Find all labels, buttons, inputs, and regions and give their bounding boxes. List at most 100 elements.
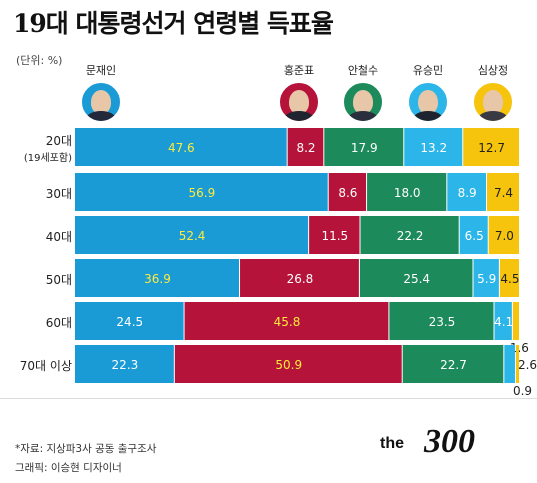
row-label: 20대 (19세포함) (0, 132, 72, 164)
row-label-text: 50대 (45, 273, 72, 287)
unit-label: (단위: %) (16, 54, 63, 67)
bar-value-label: 25.4 (403, 272, 430, 286)
bar-segment (174, 345, 402, 383)
bar-value-label: 52.4 (179, 229, 206, 243)
row-label: 50대 (0, 271, 72, 288)
bar-segment (402, 345, 504, 383)
bar-segment (515, 345, 519, 383)
bar-value-label: 13.2 (420, 141, 447, 155)
bar-value-label: 50.9 (275, 358, 302, 372)
bar-value-label: 12.7 (478, 141, 505, 155)
bar-value-label: 4.5 (500, 272, 519, 286)
bar-segment (367, 173, 447, 211)
bar-segment (494, 302, 512, 340)
bar-segment (499, 259, 519, 297)
logo-big-text: 300 (423, 423, 475, 458)
bar-segment (463, 128, 519, 166)
bar-value-label: 24.5 (116, 315, 143, 329)
candidate-name: 심상정 (477, 64, 509, 77)
row-label-text: 40대 (45, 230, 72, 244)
candidate: 문재인 (71, 62, 131, 124)
row-sublabel: (19세포함) (23, 153, 72, 164)
row-label: 30대 (0, 185, 72, 202)
bar-segment (404, 128, 463, 166)
bar-segment (447, 173, 487, 211)
candidate-photo (79, 80, 123, 124)
bar-value-label: 7.4 (494, 186, 513, 200)
bar-value-label: 22.2 (397, 229, 424, 243)
bar-segment (287, 128, 324, 166)
shirt-shape (348, 111, 378, 121)
bar-value-label: 7.0 (495, 229, 514, 243)
candidate-name: 홍준표 (283, 64, 315, 77)
bar-segment (184, 302, 389, 340)
bar-value-label: 17.9 (351, 141, 378, 155)
bar-value-label: 6.5 (465, 229, 484, 243)
candidate: 홍준표 (269, 62, 329, 124)
bar-value-label: 5.9 (477, 272, 496, 286)
bar-value-label: 22.7 (440, 358, 467, 372)
row-label: 40대 (0, 228, 72, 245)
bar-segment (75, 345, 174, 383)
logo-small-text: the (380, 435, 404, 452)
candidate: 심상정 (463, 62, 523, 124)
bar-value-label: 45.8 (274, 315, 301, 329)
bar-segment (487, 173, 519, 211)
shirt-shape (413, 111, 443, 121)
bar-segment (75, 302, 184, 340)
bar-value-label: 8.2 (296, 141, 315, 155)
shirt-shape (284, 111, 314, 121)
bar-segment (240, 259, 359, 297)
the300-logo: the 300 (380, 423, 475, 458)
bar-value-label: 56.9 (188, 186, 215, 200)
face-shape (418, 90, 438, 114)
bar-segment (328, 173, 367, 211)
face-shape (483, 90, 503, 114)
bar-value-label: 8.6 (338, 186, 357, 200)
divider (0, 398, 537, 399)
row-label-text: 20대 (45, 134, 72, 148)
bar-segment (324, 128, 404, 166)
row-label: 70대 이상 (0, 357, 72, 374)
source-note: *자료: 지상파3사 공동 출구조사 (15, 443, 157, 455)
bar-segment (459, 216, 488, 254)
credit-note: 그래픽: 이승현 디자이너 (15, 462, 122, 474)
candidate-photo (471, 80, 515, 124)
bar-value-label: 8.9 (458, 186, 477, 200)
row-label-text: 70대 이상 (19, 359, 72, 373)
shirt-shape (478, 111, 508, 121)
candidate-photo (341, 80, 385, 124)
face-shape (91, 90, 111, 114)
row-label: 60대 (0, 314, 72, 331)
candidate-name: 유승민 (412, 64, 444, 77)
bar-value-label: 47.6 (168, 141, 195, 155)
row-label-text: 30대 (45, 187, 72, 201)
bar-segment (75, 259, 240, 297)
bar-segment (504, 345, 515, 383)
bar-value-label: 2.6 (518, 358, 537, 372)
shirt-shape (86, 111, 116, 121)
bar-segment (75, 128, 287, 166)
candidate-photo (277, 80, 321, 124)
bar-segment (512, 302, 519, 340)
bar-value-label: 18.0 (394, 186, 421, 200)
bar-segment (473, 259, 499, 297)
row-label-text: 60대 (45, 316, 72, 330)
candidate-photo (406, 80, 450, 124)
stacked-bar-chart: 47.6 8.2 17.9 13.2 12.7 56.9 8.6 18.0 8.9 7.4 52.4… (75, 128, 537, 398)
candidate-name: 안철수 (347, 64, 379, 77)
bar-value-label: 26.8 (287, 272, 314, 286)
bar-segment (360, 216, 459, 254)
bar-segment (389, 302, 494, 340)
candidate: 유승민 (398, 62, 458, 124)
bar-segment (75, 173, 328, 211)
face-shape (353, 90, 373, 114)
bar-segment (309, 216, 360, 254)
face-shape (289, 90, 309, 114)
chart-title: 19대 대통령선거 연령별 득표율 (13, 9, 334, 38)
bar-value-label: 0.9 (513, 384, 532, 398)
bar-segment (75, 216, 309, 254)
bar-value-label: 4.1 (494, 315, 513, 329)
candidate: 안철수 (333, 62, 393, 124)
bar-segment (359, 259, 473, 297)
